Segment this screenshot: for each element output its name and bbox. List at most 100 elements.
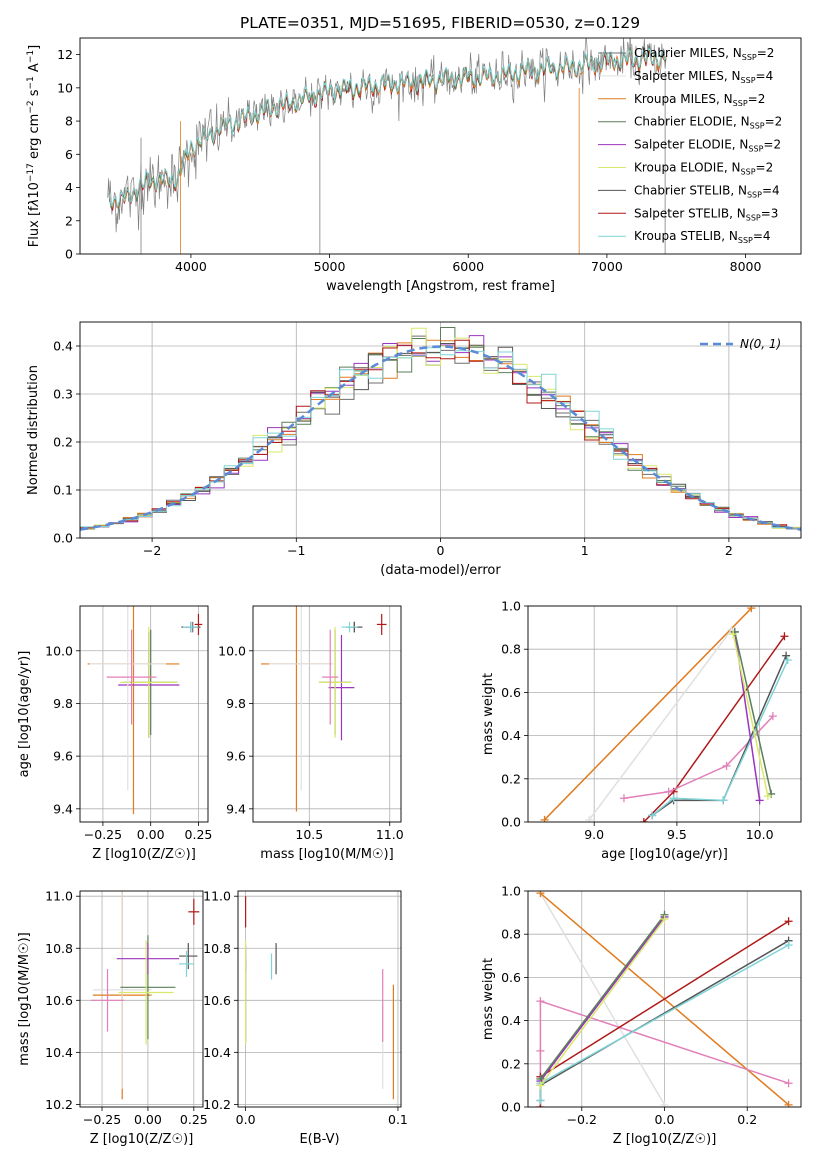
z-mass-xlabel: Z [log10(Z/Z☉)] [90,1132,194,1147]
age-weight-ytick-label: 0.4 [501,728,521,743]
weight-line [734,631,772,795]
residuals-xtick-label: −2 [143,543,161,558]
weight-marker [540,815,549,822]
spectrum-xtick-label: 4000 [175,259,207,274]
weight-line [539,1000,789,1084]
residuals-frame [79,321,802,539]
z-mass-plot-area [91,891,200,1100]
residuals-ytick-label: 0.0 [53,531,73,546]
legend-entry-label: Kroupa STELIB, NSSP=4 [634,229,771,245]
weight-marker [639,818,648,822]
ebv-mass-xtick-label: 0.1 [388,1112,408,1127]
z-age-xlabel: Z [log10(Z/Z☉)] [92,847,196,862]
age-weight-plot-area [540,606,792,822]
weight-marker [660,1100,669,1107]
spectrum-ytick-label: 8 [65,114,73,129]
weight-marker [768,712,777,721]
weight-marker [783,656,792,664]
z-age-frame [79,605,209,823]
spectrum-model-line [107,48,667,208]
age-weight-xtick-label: 9.5 [667,827,687,842]
z-age-xtick-label: −0.25 [84,827,122,842]
mass-age-xtick-label: 11.0 [376,827,404,842]
age-weight-ytick-label: 0.8 [501,642,521,657]
spectrum-plot-area [107,38,667,254]
z-age-ytick-label: 9.4 [53,801,73,816]
age-weight-xlabel: age [log10(age/yr)] [601,847,728,862]
weight-line [539,918,666,1086]
spectrum-ytick-label: 12 [57,47,73,62]
age-weight-panel: 9.0 9.5 10.0 0.0 0.2 0.4 0.6 0.8 1.0 age [log10(a… [481,599,802,862]
z-age-ylabel: age [log10(age/yr)] [17,651,32,778]
z-weight-xtick-label: 0.2 [737,1112,757,1127]
age-weight-xtick-label: 10.0 [746,827,774,842]
weight-marker [585,815,594,822]
legend-entry-label: Chabrier STELIB, NSSP=4 [634,183,780,199]
ebv-mass-ytick-label: 10.8 [203,941,231,956]
mass-age-panel: 10.5 11.0 9.4 9.6 9.8 10.0 mass [log10(M/M☉)] [218,605,404,862]
spectrum-xtick-label: 8000 [730,259,762,274]
weight-marker [536,1096,545,1105]
weight-marker [536,997,545,1006]
z-mass-ytick-label: 11.0 [45,889,73,904]
weight-line [643,635,786,822]
legend-entry-label: Salpeter STELIB, NSSP=3 [634,206,778,222]
age-weight-ytick-label: 0.2 [501,771,521,786]
z-weight-frame [527,890,802,1108]
weight-line [651,659,789,817]
weight-marker [664,787,673,796]
weight-line [539,914,666,1080]
z-mass-panel: −0.25 0.00 0.25 10.2 10.4 10.6 10.8 11.0 Z [log1… [17,889,208,1147]
spectrum-xtick-label: 7000 [591,259,623,274]
spectrum-observed-line [107,38,667,233]
legend-entry-label: Salpeter ELODIE, NSSP=2 [634,138,781,154]
legend-entry-label: Chabrier ELODIE, NSSP=2 [634,115,782,131]
weight-marker [619,794,628,803]
ebv-mass-ytick-label: 10.2 [203,1097,231,1112]
z-age-ytick-label: 9.6 [53,749,73,764]
z-age-xtick-label: 0.25 [185,827,213,842]
z-age-plot-area [87,606,203,815]
mass-age-frame [252,605,402,823]
spectrum-frame [79,37,802,255]
weight-marker [536,1046,545,1055]
ebv-mass-xtick-label: 0.0 [236,1112,256,1127]
z-mass-ylabel: mass [log10(M/M☉)] [17,932,32,1065]
z-weight-ytick-label: 0.6 [501,970,521,985]
weight-line [732,633,769,797]
weight-marker [669,794,678,803]
z-mass-frame [79,890,204,1108]
residuals-ytick-label: 0.3 [53,387,73,402]
z-mass-ytick-label: 10.4 [45,1045,73,1060]
ebv-mass-ytick-label: 10.6 [203,993,231,1008]
z-mass-xtick-label: −0.25 [83,1112,121,1127]
residuals-ytick-label: 0.4 [53,339,73,354]
ebv-mass-xlabel: E(B-V) [299,1132,339,1147]
legend-entry-label: Chabrier MILES, NSSP=2 [634,46,774,62]
mass-age-ytick-label: 10.0 [218,643,246,658]
spectrum-xtick-label: 6000 [452,259,484,274]
z-mass-ytick-label: 10.6 [45,993,73,1008]
z-weight-xtick-label: −0.2 [567,1112,597,1127]
mass-age-plot-area [261,606,387,812]
z-mass-ytick-label: 10.8 [45,941,73,956]
spectrum-ytick-label: 10 [57,80,73,95]
weight-marker [722,761,731,770]
ebv-mass-ytick-label: 10.4 [203,1045,231,1060]
z-weight-ylabel: mass weight [481,958,496,1040]
mass-age-ytick-label: 9.8 [226,696,246,711]
ebv-mass-plot-area [245,896,394,1100]
z-age-xtick-label: 0.00 [137,827,165,842]
spectrum-ytick-label: 6 [65,147,73,162]
residuals-panel: −2 −1 0 1 2 0.0 0.1 0.2 0.3 0.4 (data-model)/error… [26,321,802,578]
mass-age-xlabel: mass [log10(M/M☉)] [260,847,393,862]
age-weight-ytick-label: 0.0 [501,815,521,830]
residuals-xlabel: (data-model)/error [380,563,501,578]
weight-marker [784,917,793,926]
mass-age-ytick-label: 9.4 [226,801,246,816]
z-weight-ytick-label: 0.4 [501,1013,521,1028]
weight-line [543,607,752,821]
residuals-ytick-label: 0.2 [53,435,73,450]
weight-marker [780,632,789,641]
